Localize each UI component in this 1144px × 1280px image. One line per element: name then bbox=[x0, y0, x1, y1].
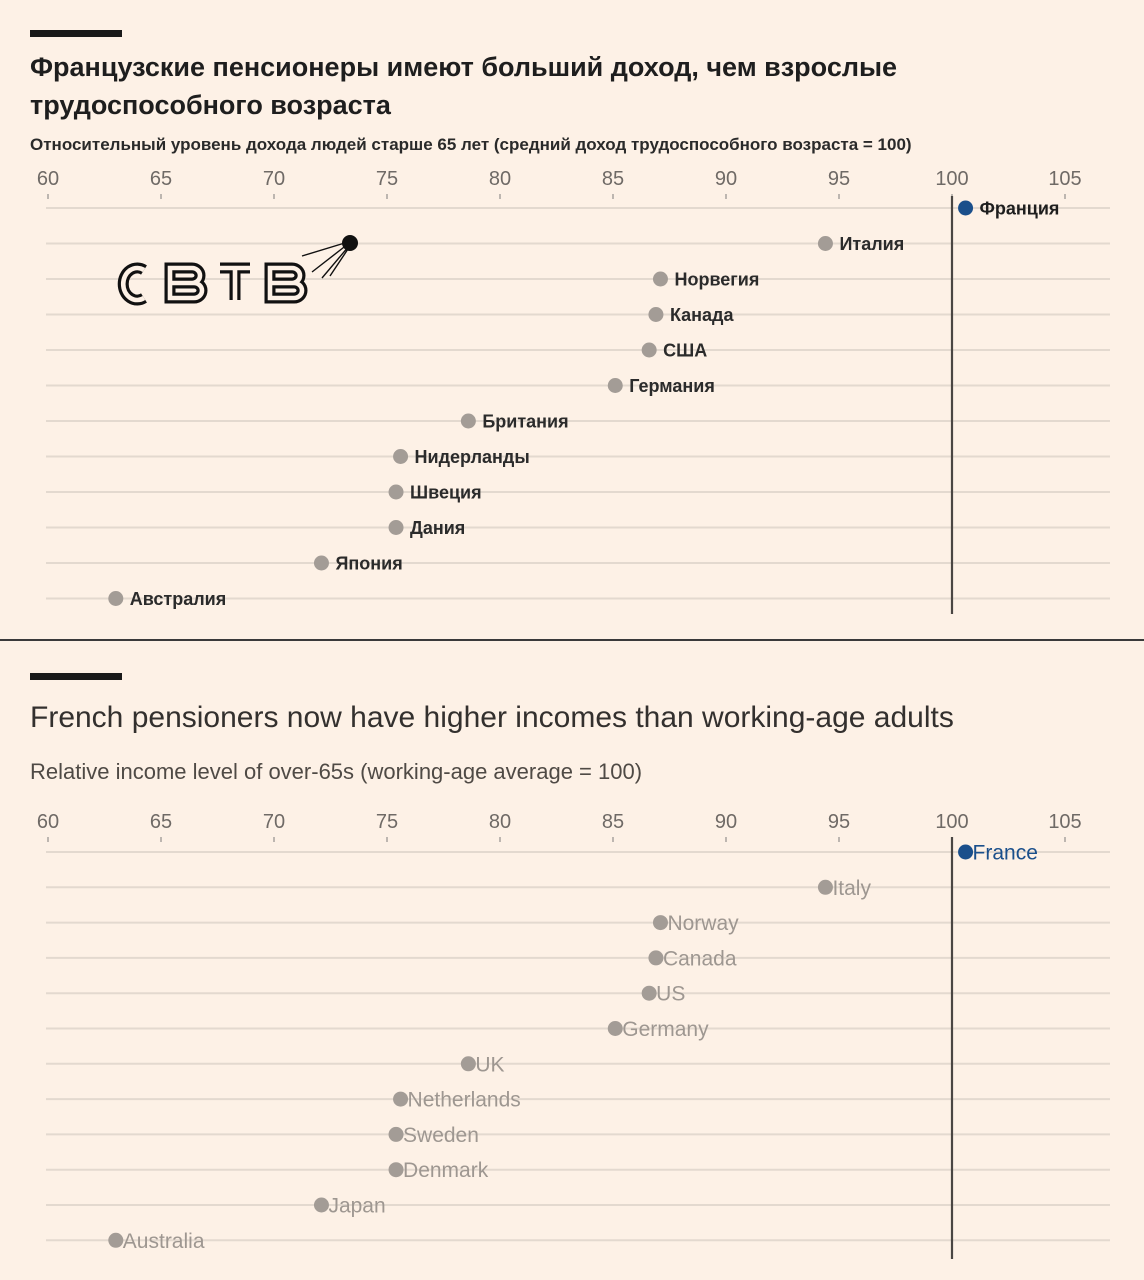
point-label: Netherlands bbox=[408, 1089, 521, 1112]
x-tick-label: 90 bbox=[715, 168, 737, 190]
x-tick-label: 80 bbox=[489, 168, 511, 190]
x-tick-label: 105 bbox=[1048, 168, 1081, 190]
data-point bbox=[648, 950, 664, 966]
data-point bbox=[313, 555, 329, 571]
point-label: Australia bbox=[123, 1230, 205, 1253]
x-tick-label: 85 bbox=[602, 811, 624, 833]
chart-title: French pensioners now have higher income… bbox=[30, 701, 954, 734]
x-tick-label: 105 bbox=[1048, 811, 1081, 833]
point-label: Франция bbox=[980, 199, 1060, 219]
data-point bbox=[313, 1197, 329, 1213]
data-point bbox=[652, 271, 668, 287]
point-label: France bbox=[973, 842, 1038, 865]
data-point bbox=[393, 1091, 409, 1107]
top-accent-bar bbox=[30, 673, 122, 680]
chart-panel-russian: Французские пенсионеры имеют больший дох… bbox=[30, 30, 1110, 614]
x-tick-label: 100 bbox=[935, 168, 968, 190]
x-tick-label: 95 bbox=[828, 168, 850, 190]
x-tick-label: 80 bbox=[489, 811, 511, 833]
data-point bbox=[393, 449, 409, 464]
data-point bbox=[388, 1126, 404, 1142]
data-point bbox=[641, 985, 657, 1001]
x-tick-label: 85 bbox=[602, 168, 624, 190]
point-label: Германия bbox=[629, 376, 715, 396]
chart-panel-english: French pensioners now have higher income… bbox=[0, 641, 1144, 1280]
point-label: Нидерланды bbox=[415, 447, 530, 467]
data-point bbox=[460, 1056, 476, 1072]
point-label: Швеция bbox=[410, 483, 482, 503]
point-label: Germany bbox=[622, 1018, 709, 1041]
point-label: Denmark bbox=[403, 1159, 489, 1182]
panel-divider bbox=[0, 639, 1144, 641]
data-point bbox=[817, 236, 833, 251]
point-label: США bbox=[663, 341, 707, 361]
point-label: Japan bbox=[328, 1195, 385, 1218]
point-label: Австралия bbox=[130, 589, 226, 609]
chart-subtitle: Relative income level of over-65s (worki… bbox=[30, 759, 643, 784]
point-label: Италия bbox=[839, 234, 904, 254]
chart-title: Французские пенсионеры имеют больший дох… bbox=[30, 52, 898, 120]
data-point bbox=[108, 591, 124, 606]
point-label: Norway bbox=[667, 912, 739, 935]
data-point bbox=[607, 1021, 623, 1036]
data-point bbox=[108, 1232, 124, 1248]
x-tick-label: 70 bbox=[263, 168, 285, 190]
x-tick-label: 95 bbox=[828, 811, 850, 833]
x-tick-label: 75 bbox=[376, 811, 398, 833]
point-label: Норвегия bbox=[674, 270, 759, 290]
chart-subtitle: Относительный уровень дохода людей старш… bbox=[30, 135, 912, 154]
data-point bbox=[388, 520, 404, 535]
sputnik-icon bbox=[342, 235, 358, 251]
data-point bbox=[817, 879, 833, 895]
point-label: Canada bbox=[663, 947, 737, 970]
point-label: Sweden bbox=[403, 1124, 479, 1147]
data-point bbox=[388, 484, 404, 500]
point-label: Дания bbox=[410, 518, 465, 538]
data-point bbox=[652, 915, 668, 931]
data-point bbox=[388, 1162, 404, 1178]
point-label: Italy bbox=[832, 877, 871, 900]
data-point bbox=[641, 342, 657, 358]
x-tick-label: 60 bbox=[37, 811, 59, 833]
data-point bbox=[607, 378, 623, 393]
data-point bbox=[958, 844, 974, 860]
top-accent-bar bbox=[30, 30, 122, 37]
data-point bbox=[958, 200, 974, 216]
cbtb-logo bbox=[117, 235, 358, 306]
point-label: Британия bbox=[482, 412, 568, 432]
x-tick-label: 65 bbox=[150, 168, 172, 190]
x-tick-label: 90 bbox=[715, 811, 737, 833]
x-tick-label: 60 bbox=[37, 168, 59, 190]
point-label: Канада bbox=[670, 305, 735, 325]
data-point bbox=[648, 307, 664, 322]
x-tick-label: 75 bbox=[376, 168, 398, 190]
data-point bbox=[460, 413, 476, 429]
point-label: US bbox=[656, 983, 685, 1006]
dot-plot-english: 60 65 70 75 80 85 90 95 100 105 France Italy Norway C… bbox=[37, 811, 1110, 1259]
point-label: Япония bbox=[335, 554, 402, 574]
x-tick-label: 100 bbox=[935, 811, 968, 833]
x-tick-label: 70 bbox=[263, 811, 285, 833]
dot-plot-russian: 60 65 70 75 80 85 90 95 100 105 Франция Италия Норве… bbox=[37, 168, 1110, 614]
point-label: UK bbox=[475, 1053, 504, 1076]
x-tick-label: 65 bbox=[150, 811, 172, 833]
